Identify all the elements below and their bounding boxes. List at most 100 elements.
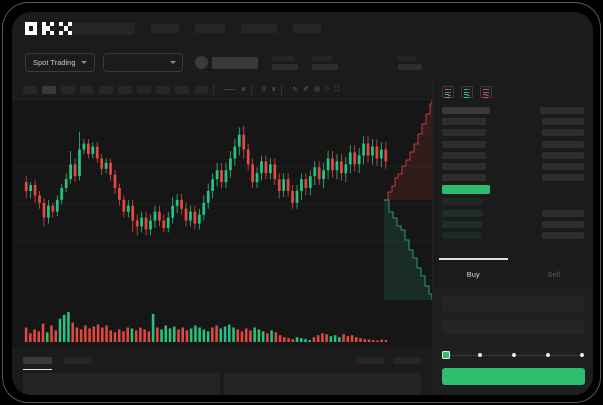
table-row[interactable]	[442, 174, 584, 182]
settings-icon[interactable]: ○	[325, 86, 330, 93]
bottom-tab-actions	[356, 357, 421, 364]
stat-value	[397, 63, 422, 70]
indicator-icon[interactable]: ⸺	[224, 86, 236, 93]
timeframe-button-1[interactable]	[23, 85, 37, 94]
slider-handle[interactable]	[442, 351, 450, 359]
search-input[interactable]	[71, 22, 135, 35]
nav-item-2[interactable]	[195, 24, 225, 33]
ticker-bar: Spot Trading	[12, 45, 593, 80]
chevron-down-icon-2[interactable]: ∨	[271, 86, 277, 93]
orderbook-panel: Buy Sell	[432, 80, 593, 395]
chevron-down-icon	[80, 61, 87, 64]
toolbar-divider	[213, 84, 214, 95]
orderbook-view-modes	[433, 80, 593, 103]
timeframe-button-3[interactable]	[61, 85, 75, 94]
app-screen: Spot Trading ⸺ ∨	[12, 12, 593, 395]
candlestick-chart[interactable]	[12, 100, 432, 308]
pair-selector[interactable]	[102, 53, 183, 72]
slider-stop-50[interactable]	[512, 353, 516, 357]
slider-stop-100[interactable]	[580, 353, 584, 357]
table-row[interactable]	[442, 118, 584, 126]
tab-active-underline	[23, 368, 52, 370]
table-row[interactable]	[442, 220, 584, 228]
stat-value	[311, 63, 338, 70]
tab-label	[63, 357, 92, 364]
tab-buy-label: Buy	[466, 269, 480, 279]
tab-active-underline	[439, 258, 508, 260]
order-form	[433, 288, 593, 395]
alert-icon[interactable]: ◎	[313, 86, 321, 93]
timeframe-button-6[interactable]	[118, 85, 132, 94]
table-row[interactable]	[442, 129, 584, 137]
tab-order-history[interactable]	[63, 357, 92, 364]
timeframe-button-4[interactable]	[80, 85, 94, 94]
order-amount-field[interactable]	[442, 319, 585, 334]
bottom-action-2[interactable]	[393, 357, 421, 364]
orderbook-col-header-left	[442, 107, 490, 114]
orderbook-col-header-right	[540, 107, 584, 114]
timeframe-button-2[interactable]	[42, 85, 56, 94]
timeframe-button-9[interactable]	[175, 85, 189, 94]
amount-slider[interactable]	[442, 350, 585, 360]
line-tool-icon[interactable]: ∿	[292, 86, 299, 93]
chart-toolbar: ⸺ ∨ ⌷ ∨ ∿ ✐ ◎ ○ ⛶	[12, 80, 593, 100]
table-row[interactable]	[442, 209, 584, 217]
volume-svg	[24, 312, 388, 342]
depth-chart	[384, 100, 432, 300]
stat-label	[271, 55, 294, 61]
stat-value	[271, 63, 298, 70]
submit-order-button[interactable]	[442, 368, 585, 385]
orderbook-header-row	[442, 107, 584, 114]
orderbook-mode-both-icon[interactable]	[442, 86, 454, 98]
last-price	[211, 56, 258, 69]
okx-logo-icon[interactable]	[25, 22, 72, 36]
tab-label	[23, 357, 52, 364]
table-row[interactable]	[442, 198, 584, 206]
slider-stop-75[interactable]	[546, 353, 550, 357]
tab-sell-label: Sell	[547, 269, 560, 279]
slider-stop-25[interactable]	[478, 353, 482, 357]
bottom-panel-left[interactable]	[23, 373, 220, 395]
tab-buy[interactable]: Buy	[433, 258, 514, 288]
stat-label	[397, 55, 416, 61]
orderbook-mode-asks-icon[interactable]	[480, 86, 492, 98]
nav-item-4[interactable]	[293, 24, 321, 33]
chevron-down-icon	[169, 61, 176, 64]
bottom-action-1[interactable]	[356, 357, 384, 364]
tab-open-orders[interactable]	[23, 357, 52, 370]
chevron-down-icon[interactable]: ∨	[240, 86, 246, 93]
orderbook-mode-bids-icon[interactable]	[461, 86, 473, 98]
nav-item-3[interactable]	[241, 24, 277, 33]
chart-type-icon[interactable]: ⌷	[261, 86, 267, 93]
table-row[interactable]	[442, 231, 584, 239]
timeframe-button-5[interactable]	[99, 85, 113, 94]
tab-sell[interactable]: Sell	[514, 260, 594, 288]
trading-mode-selector[interactable]: Spot Trading	[25, 53, 95, 72]
stat-24h-high	[311, 55, 338, 70]
fullscreen-icon[interactable]: ⛶	[334, 86, 340, 93]
stat-24h-volume	[397, 55, 422, 70]
candlestick-svg	[12, 125, 432, 281]
order-side-tabs: Buy Sell	[433, 258, 594, 288]
top-nav-bar	[12, 12, 593, 45]
spread-price	[442, 185, 490, 195]
timeframe-button-10[interactable]	[194, 85, 208, 94]
bottom-tab-bar	[12, 348, 432, 373]
orderbook-spread-row	[442, 185, 584, 195]
toolbar-divider	[250, 84, 252, 95]
pencil-icon[interactable]: ✐	[303, 86, 309, 93]
bottom-panel-right[interactable]	[224, 373, 421, 395]
orderbook-rows[interactable]	[433, 103, 593, 275]
pair-avatar	[194, 56, 208, 69]
table-row[interactable]	[442, 140, 584, 148]
timeframe-button-7[interactable]	[137, 85, 151, 94]
table-row[interactable]	[442, 162, 584, 170]
nav-item-1[interactable]	[151, 24, 179, 33]
timeframe-button-8[interactable]	[156, 85, 170, 94]
stat-24h-change	[271, 55, 298, 70]
volume-histogram[interactable]	[12, 308, 432, 348]
stat-label	[311, 55, 332, 61]
order-price-field[interactable]	[442, 296, 585, 311]
table-row[interactable]	[442, 151, 584, 159]
